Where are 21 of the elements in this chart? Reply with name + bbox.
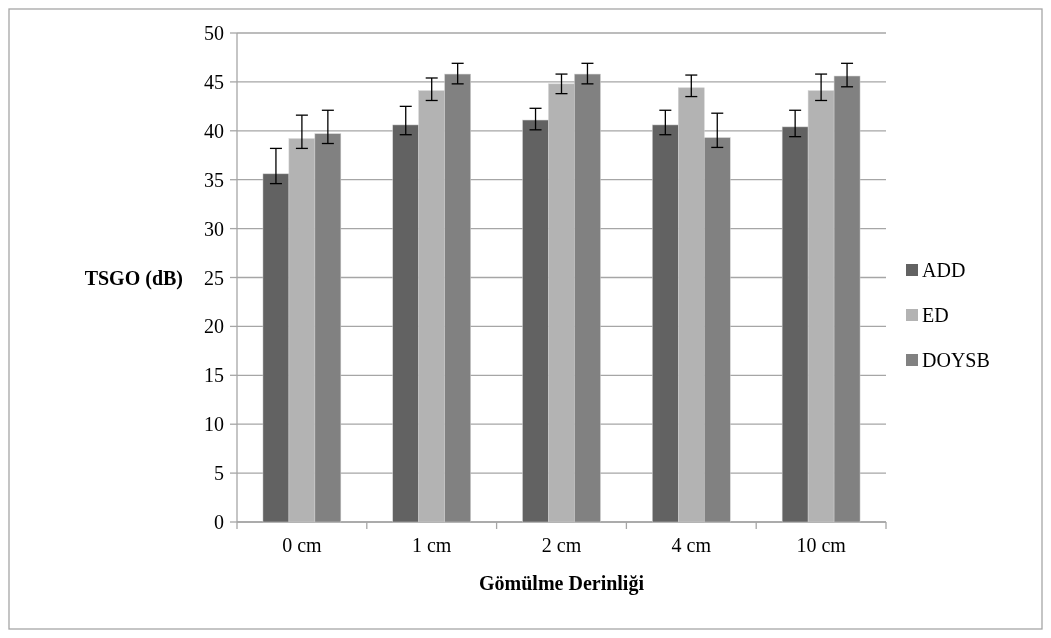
legend-label: ADD	[922, 259, 966, 281]
x-tick-label: 0 cm	[282, 534, 323, 556]
y-axis-title: TSGO (dB)	[84, 266, 183, 290]
x-tick-label: 4 cm	[671, 534, 712, 556]
y-tick-label: 5	[214, 462, 224, 485]
y-tick-label: 25	[204, 266, 224, 289]
legend-label: DOYSB	[922, 349, 990, 371]
x-tick-label: 10 cm	[796, 534, 847, 556]
y-tick-label: 45	[204, 70, 224, 93]
legend-label: ED	[922, 304, 949, 326]
y-tick-label: 40	[204, 119, 224, 142]
y-tick-label: 10	[204, 413, 224, 436]
x-tick-label: 1 cm	[411, 534, 452, 556]
y-tick-label: 35	[204, 168, 224, 191]
y-tick-label: 50	[204, 22, 224, 44]
y-tick-label: 20	[204, 315, 224, 338]
y-tick-label: 15	[204, 364, 224, 387]
x-axis-title: Gömülme Derinliği	[479, 572, 645, 595]
x-tick-label: 2 cm	[541, 534, 582, 556]
y-tick-label: 0	[214, 511, 224, 533]
y-tick-label: 30	[204, 217, 224, 240]
